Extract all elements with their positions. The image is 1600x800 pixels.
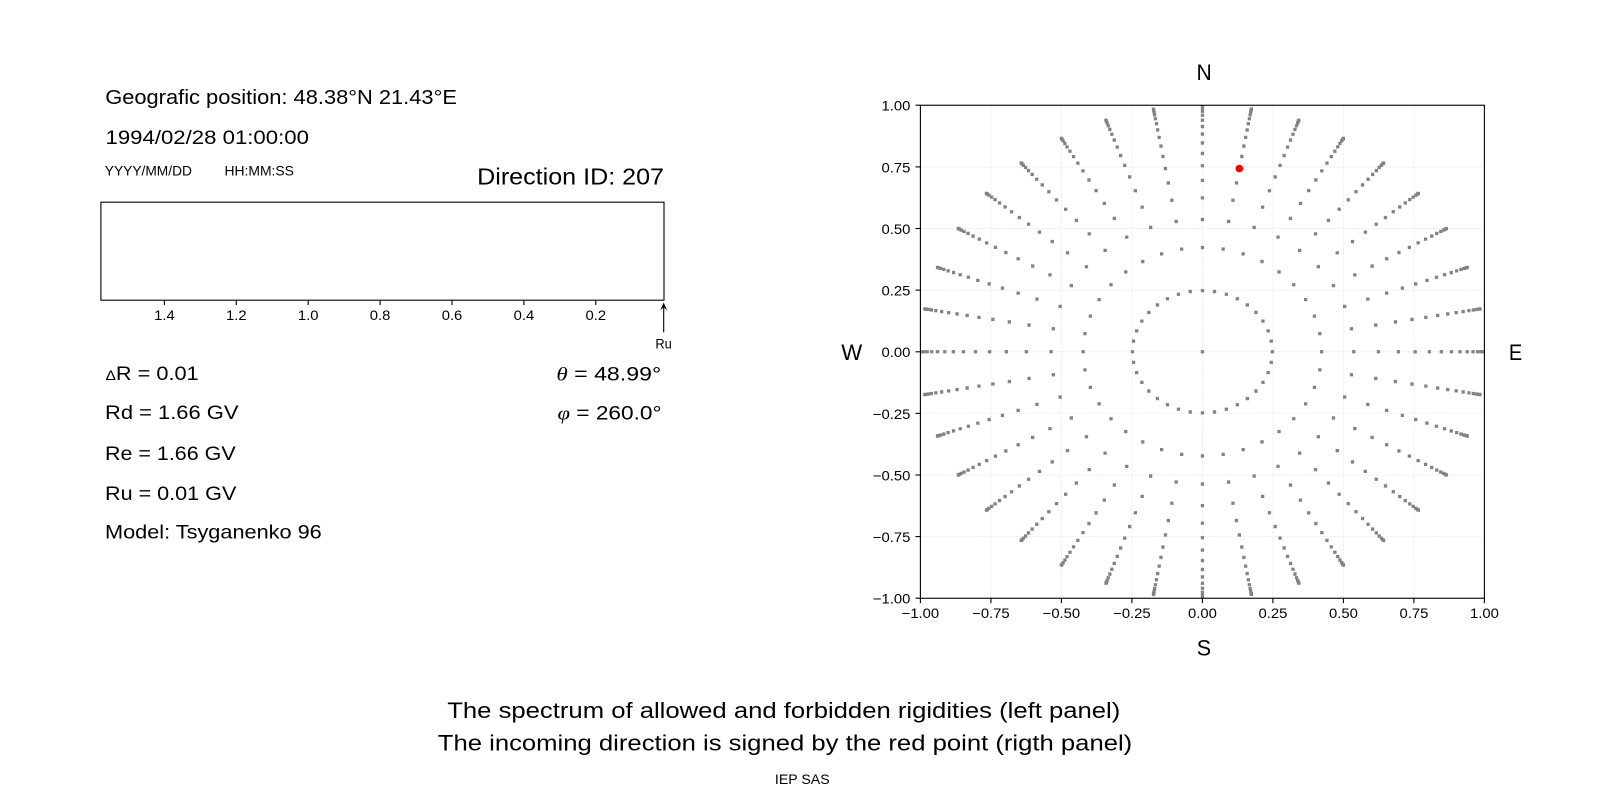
svg-text:Ru = 0.01 GV: Ru = 0.01 GV <box>105 483 237 505</box>
svg-text:1994/02/28 01:00:00: 1994/02/28 01:00:00 <box>106 127 309 148</box>
svg-text:Direction ID: 207: Direction ID: 207 <box>477 164 664 190</box>
svg-text:−0.50: −0.50 <box>1043 606 1080 622</box>
svg-text:0.2: 0.2 <box>585 308 606 324</box>
svg-text:The incoming direction is sign: The incoming direction is signed by the … <box>438 731 1132 756</box>
svg-text:φ = 260.0°: φ = 260.0° <box>557 402 661 424</box>
svg-text:−0.75: −0.75 <box>873 530 910 546</box>
svg-text:N: N <box>1196 59 1211 85</box>
svg-text:0.00: 0.00 <box>1188 606 1217 622</box>
svg-text:0.75: 0.75 <box>882 161 911 177</box>
svg-text:−0.50: −0.50 <box>873 469 910 485</box>
svg-text:1.4: 1.4 <box>154 308 175 324</box>
svg-text:0.6: 0.6 <box>442 308 463 324</box>
svg-text:Ru: Ru <box>655 336 671 352</box>
svg-text:W: W <box>841 340 862 365</box>
svg-text:HH:MM:SS: HH:MM:SS <box>225 163 294 178</box>
svg-text:S: S <box>1197 635 1211 660</box>
svg-text:−0.25: −0.25 <box>873 407 910 423</box>
svg-text:YYYY/MM/DD: YYYY/MM/DD <box>105 163 192 178</box>
svg-text:ΔR = 0.01: ΔR = 0.01 <box>106 363 199 385</box>
svg-text:Rd = 1.66 GV: Rd = 1.66 GV <box>105 402 239 424</box>
svg-text:1.00: 1.00 <box>882 99 911 115</box>
svg-text:θ = 48.99°: θ = 48.99° <box>556 363 661 385</box>
svg-text:0.75: 0.75 <box>1399 606 1428 622</box>
svg-text:−0.25: −0.25 <box>1113 606 1150 622</box>
svg-text:Re = 1.66 GV: Re = 1.66 GV <box>105 443 236 465</box>
svg-text:−0.75: −0.75 <box>972 606 1009 622</box>
svg-text:1.2: 1.2 <box>226 308 247 324</box>
svg-text:−1.00: −1.00 <box>873 592 910 608</box>
svg-text:0.50: 0.50 <box>1329 606 1358 622</box>
svg-text:E: E <box>1509 341 1522 365</box>
svg-text:0.25: 0.25 <box>1258 606 1287 622</box>
svg-text:Model: Tsyganenko 96: Model: Tsyganenko 96 <box>105 521 322 543</box>
svg-text:0.8: 0.8 <box>370 308 391 324</box>
svg-text:The spectrum of allowed and fo: The spectrum of allowed and forbidden ri… <box>447 699 1120 724</box>
svg-text:1.00: 1.00 <box>1470 606 1499 622</box>
svg-text:Geografic position: 48.38°N 21: Geografic position: 48.38°N 21.43°E <box>105 86 457 109</box>
svg-text:−1.00: −1.00 <box>902 606 939 622</box>
svg-text:0.4: 0.4 <box>514 308 535 324</box>
svg-text:0.25: 0.25 <box>882 284 911 300</box>
svg-text:0.50: 0.50 <box>882 222 911 238</box>
svg-text:IEP SAS: IEP SAS <box>775 771 830 787</box>
svg-text:0.00: 0.00 <box>882 346 911 362</box>
svg-text:1.0: 1.0 <box>298 308 319 324</box>
